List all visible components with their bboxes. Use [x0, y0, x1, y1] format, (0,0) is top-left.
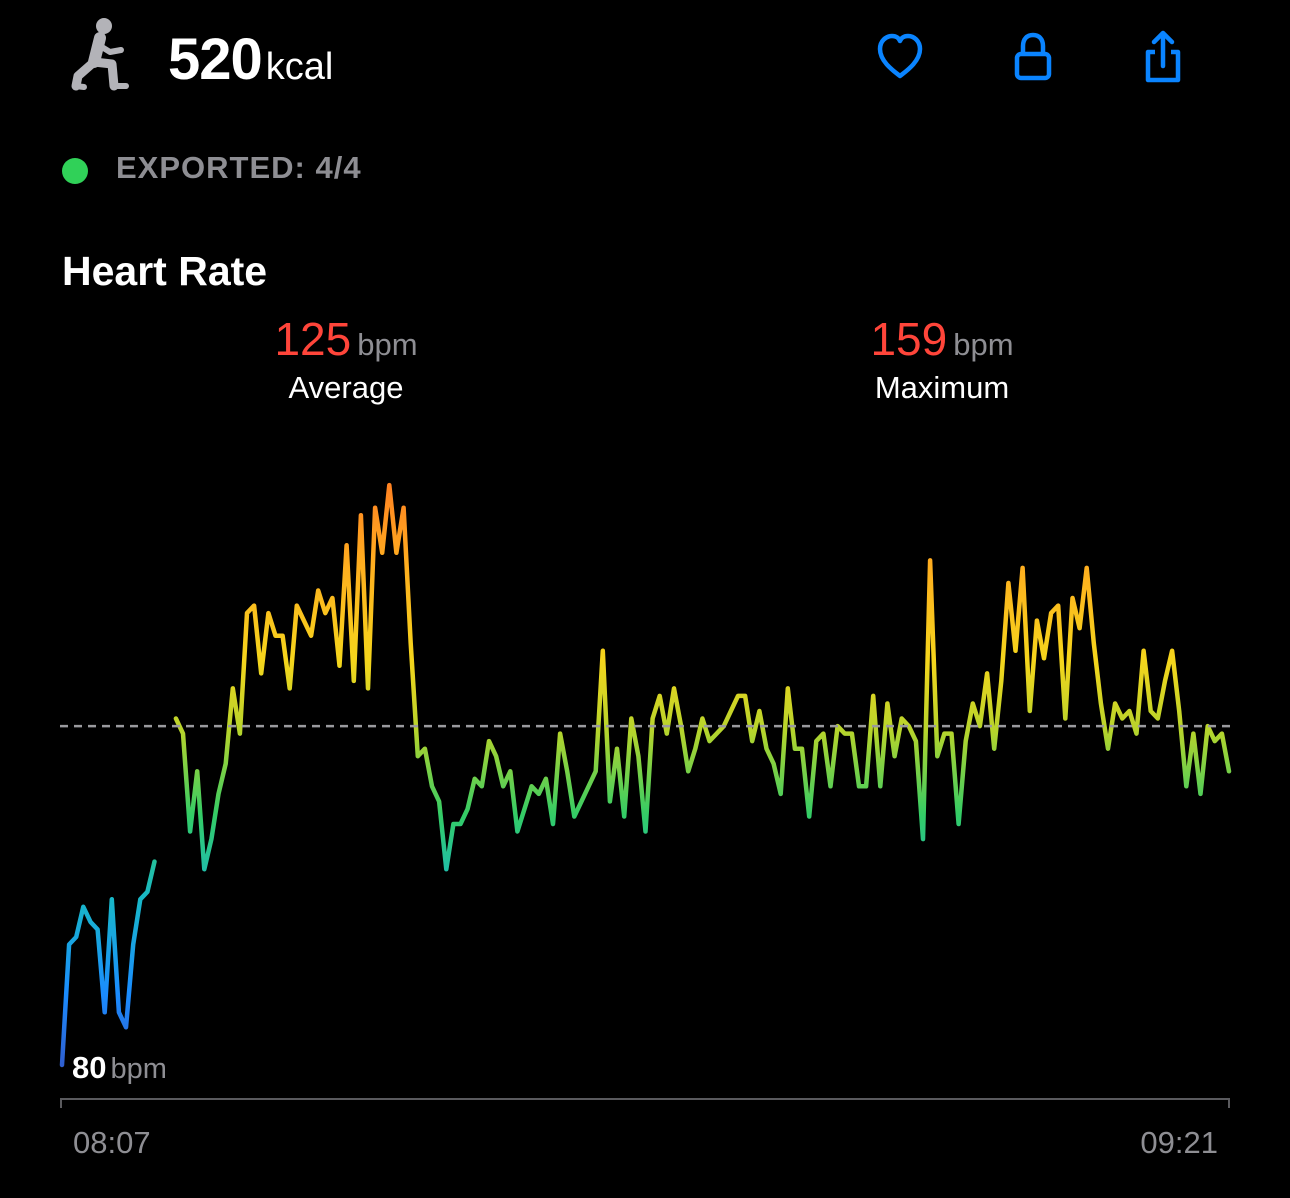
lock-button[interactable]	[1006, 28, 1060, 88]
lock-icon	[1014, 32, 1052, 81]
heart-icon	[877, 33, 923, 79]
x-axis-start-label: 08:07	[73, 1125, 151, 1160]
maximum-unit: bpm	[953, 327, 1014, 362]
status-dot	[62, 158, 88, 184]
maximum-value: 159	[870, 313, 948, 365]
minimum-unit: bpm	[110, 1053, 167, 1085]
heart-rate-line-segment-1	[59, 859, 157, 1068]
x-axis-end-label: 09:21	[1140, 1125, 1218, 1160]
section-title: Heart Rate	[62, 248, 268, 294]
share-button[interactable]	[1136, 28, 1190, 88]
heart-button[interactable]	[873, 28, 927, 88]
minimum-label: 80 bpm	[72, 1050, 167, 1086]
calories-display: 520 kcal	[168, 26, 333, 93]
calories-unit: kcal	[265, 46, 334, 88]
calories-value: 520	[168, 27, 263, 92]
lunge-person-icon	[66, 14, 136, 98]
average-label: Average	[288, 370, 404, 405]
average-unit: bpm	[357, 327, 418, 362]
minimum-value: 80	[72, 1050, 107, 1085]
heart-rate-series	[59, 482, 1232, 1068]
maximum-label: Maximum	[874, 370, 1010, 405]
maximum-stat: 159 bpm Maximum	[792, 312, 1092, 406]
share-icon	[1145, 30, 1181, 83]
export-status-text: EXPORTED: 4/4	[116, 150, 362, 185]
heart-rate-line-segment-2	[173, 482, 1232, 872]
average-value: 125	[274, 313, 352, 365]
average-stat: 125 bpm Average	[196, 312, 496, 406]
